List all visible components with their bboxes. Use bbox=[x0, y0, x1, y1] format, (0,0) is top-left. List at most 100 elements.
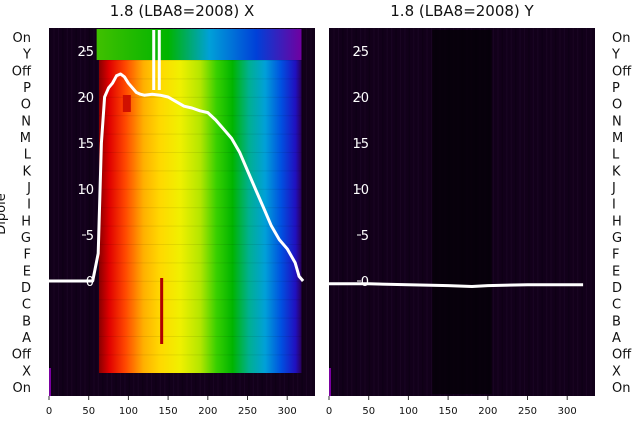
y-tick-label: 15 bbox=[77, 137, 94, 152]
x-tick-label: 300 bbox=[558, 406, 577, 417]
dipole-label: K bbox=[612, 164, 621, 179]
heatmap-row-divider bbox=[99, 152, 302, 153]
x-tick-label: 50 bbox=[362, 406, 375, 417]
heatmap-column bbox=[88, 28, 91, 396]
heatmap-row-divider bbox=[99, 170, 302, 172]
heatmap-column bbox=[337, 28, 340, 396]
y-tick-label: 10 bbox=[352, 183, 369, 198]
heatmap-row-divider bbox=[99, 280, 302, 282]
heatmap-column bbox=[399, 28, 402, 396]
heatmap-row-divider bbox=[99, 188, 302, 190]
dipole-label: On bbox=[612, 381, 630, 396]
power-line bbox=[329, 282, 584, 288]
heatmap-column bbox=[430, 28, 433, 396]
dipole-label: M bbox=[20, 131, 31, 146]
dipole-label: X bbox=[22, 364, 31, 379]
dipole-label: P bbox=[23, 81, 31, 96]
dipole-label: O bbox=[612, 98, 622, 113]
heatmap-column bbox=[80, 28, 82, 396]
y-tick-label: 0 bbox=[361, 275, 369, 290]
heatmap-column bbox=[342, 28, 344, 396]
heatmap-row-divider bbox=[99, 133, 302, 135]
dipole-label: P bbox=[612, 81, 620, 96]
heatmap-column bbox=[301, 28, 303, 396]
heatmap-column bbox=[364, 28, 366, 396]
heatmap-column bbox=[377, 28, 379, 396]
dipole-label: M bbox=[612, 131, 623, 146]
heatmap-column bbox=[523, 28, 526, 396]
x-tick-label: 50 bbox=[82, 406, 95, 417]
heatmap-column bbox=[528, 28, 530, 396]
dipole-label: D bbox=[21, 281, 31, 296]
heatmap-column bbox=[53, 28, 55, 396]
heatmap-column bbox=[510, 28, 512, 396]
x-tick-label: 200 bbox=[198, 406, 217, 417]
x-tick-label: 150 bbox=[159, 406, 178, 417]
heatmap-column bbox=[426, 28, 428, 396]
heatmap-column bbox=[408, 28, 410, 396]
dipole-label: J bbox=[611, 181, 616, 196]
heatmap-row-divider bbox=[99, 299, 302, 301]
dipole-label: E bbox=[612, 264, 620, 279]
heatmap-column bbox=[395, 28, 397, 396]
x-tick-label: 100 bbox=[119, 406, 138, 417]
y-tick-label: 25 bbox=[77, 45, 94, 60]
x-tick-label: 0 bbox=[46, 406, 52, 417]
power-line bbox=[49, 72, 305, 283]
heatmap-hotspot bbox=[160, 278, 164, 344]
heatmap-row-divider bbox=[99, 60, 302, 61]
heatmap-column bbox=[563, 28, 565, 396]
y-tick-label: 15 bbox=[352, 137, 369, 152]
dipole-label: E bbox=[23, 264, 31, 279]
dipole-label: D bbox=[612, 281, 622, 296]
heatmap-column bbox=[84, 28, 86, 396]
dipole-label: N bbox=[21, 114, 31, 129]
heatmap-column bbox=[546, 28, 548, 396]
heatmap-column bbox=[62, 28, 64, 396]
heatmap-row-divider bbox=[99, 317, 302, 319]
x-tick-label: 250 bbox=[238, 406, 257, 417]
heatmap-column bbox=[329, 28, 331, 396]
dipole-label: F bbox=[612, 248, 619, 263]
dipole-label: L bbox=[612, 148, 620, 163]
heatmap-row-divider bbox=[99, 96, 302, 98]
heatmap-column bbox=[386, 28, 388, 396]
y-tick-label: 10 bbox=[77, 183, 94, 198]
heatmap-column bbox=[305, 28, 308, 396]
heatmap-column bbox=[413, 28, 415, 396]
dipole-label: C bbox=[22, 298, 31, 313]
heatmap-column bbox=[373, 28, 375, 396]
dipole-label: L bbox=[24, 148, 32, 163]
dipole-label: Off bbox=[612, 64, 632, 79]
y-tick-label: 20 bbox=[352, 91, 369, 106]
heatmap-column bbox=[391, 28, 393, 396]
dipole-label: C bbox=[612, 298, 621, 313]
x-tick-label: 150 bbox=[439, 406, 458, 417]
dipole-label: I bbox=[612, 198, 616, 213]
heatmap-column bbox=[346, 28, 348, 396]
heatmap-column bbox=[333, 28, 335, 396]
heatmap-hotspot bbox=[122, 95, 131, 112]
x-tick-label: 200 bbox=[478, 406, 497, 417]
heatmap-band-top bbox=[96, 29, 302, 60]
heatmap-column bbox=[541, 28, 543, 396]
x-tick-label: 100 bbox=[399, 406, 418, 417]
heatmap-column bbox=[422, 28, 424, 396]
heatmap-column bbox=[581, 28, 583, 396]
dipole-label: On bbox=[13, 381, 31, 396]
y-panel-title: 1.8 (LBA8=2008) Y bbox=[390, 2, 534, 20]
y-tick-label: 5 bbox=[361, 229, 369, 244]
y-tick-label: 25 bbox=[352, 45, 369, 60]
heatmap-column bbox=[75, 28, 77, 396]
dipole-label: J bbox=[26, 181, 31, 196]
heatmap-edge bbox=[329, 368, 331, 396]
heatmap-column bbox=[572, 28, 574, 396]
dipole-label: A bbox=[612, 331, 621, 346]
heatmap-column bbox=[310, 28, 312, 396]
heatmap-column bbox=[506, 28, 508, 396]
